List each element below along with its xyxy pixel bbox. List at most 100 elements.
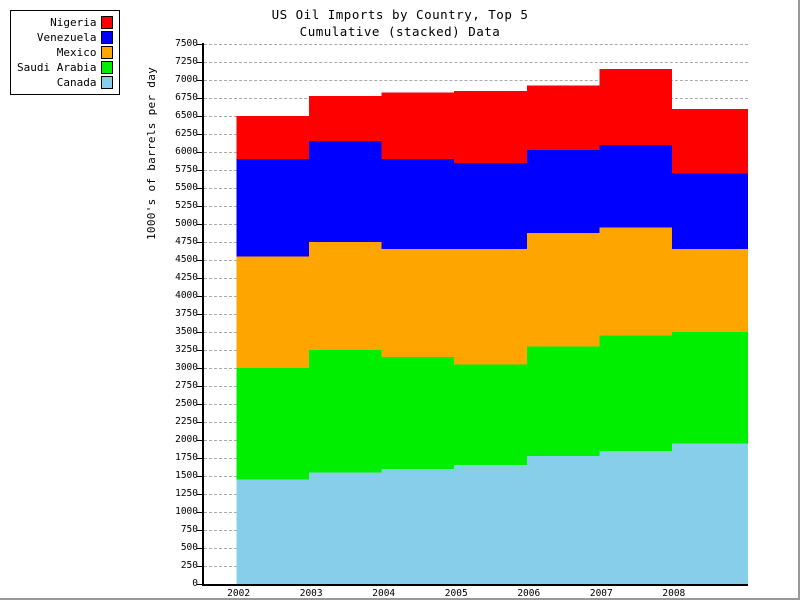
y-axis-tick-mark bbox=[197, 548, 204, 549]
chart-subtitle: Cumulative (stacked) Data bbox=[299, 24, 501, 39]
y-axis-tick-mark bbox=[197, 368, 204, 369]
legend-swatch-canada bbox=[101, 76, 114, 89]
legend-item: Nigeria bbox=[17, 15, 114, 30]
y-axis-tick-label: 1750 bbox=[175, 452, 198, 463]
y-axis-tick-label: 4000 bbox=[175, 290, 198, 301]
x-axis-tick-label: 2008 bbox=[662, 588, 686, 599]
y-axis-tick-mark bbox=[197, 494, 204, 495]
gridline bbox=[204, 44, 748, 45]
y-axis-tick-label: 3750 bbox=[175, 308, 198, 319]
y-axis-tick-mark bbox=[197, 44, 204, 45]
y-axis-tick-label: 2250 bbox=[175, 416, 198, 427]
y-axis-tick-label: 5000 bbox=[175, 218, 198, 229]
y-axis-tick-mark bbox=[197, 332, 204, 333]
legend-item: Venezuela bbox=[17, 30, 114, 45]
y-axis-tick-mark bbox=[197, 296, 204, 297]
y-axis-tick-mark bbox=[197, 314, 204, 315]
y-axis-tick-mark bbox=[197, 440, 204, 441]
y-axis-tick-mark bbox=[197, 422, 204, 423]
y-axis-tick-label: 2750 bbox=[175, 380, 198, 391]
legend-swatch-nigeria bbox=[101, 16, 114, 29]
y-axis-tick-label: 750 bbox=[180, 524, 198, 535]
y-axis-tick-mark bbox=[197, 116, 204, 117]
y-axis-tick-labels: 7500 7250 7000 6750 6500 6250 6000 5750 5500 5250… bbox=[160, 0, 198, 600]
legend-label: Venezuela bbox=[36, 31, 97, 44]
y-axis-tick-label: 4500 bbox=[175, 254, 198, 265]
y-axis-tick-label: 5250 bbox=[175, 200, 198, 211]
y-axis-tick-label: 7250 bbox=[175, 56, 198, 67]
series-area-venezuela bbox=[236, 141, 748, 257]
y-axis-tick-mark bbox=[197, 80, 204, 81]
y-axis-tick-label: 4250 bbox=[175, 272, 198, 283]
y-axis-tick-mark bbox=[197, 206, 204, 207]
y-axis-tick-mark bbox=[197, 224, 204, 225]
gridline bbox=[204, 62, 748, 63]
legend-label: Canada bbox=[56, 76, 97, 89]
legend-item: Saudi Arabia bbox=[17, 60, 114, 75]
y-axis-tick-label: 250 bbox=[180, 560, 198, 571]
y-axis-tick-mark bbox=[197, 170, 204, 171]
legend-swatch-venezuela bbox=[101, 31, 114, 44]
y-axis-tick-mark bbox=[197, 512, 204, 513]
y-axis-tick-mark bbox=[197, 62, 204, 63]
chart-legend: Nigeria Venezuela Mexico Saudi Arabia Ca… bbox=[10, 10, 121, 95]
y-axis-tick-label: 4750 bbox=[175, 236, 198, 247]
x-axis-tick-label: 2003 bbox=[299, 588, 323, 599]
legend-item: Canada bbox=[17, 75, 114, 90]
gridline bbox=[204, 80, 748, 81]
series-area-nigeria bbox=[236, 69, 748, 174]
legend-swatch-saudi-arabia bbox=[101, 61, 114, 74]
y-axis-tick-label: 7500 bbox=[175, 38, 198, 49]
y-axis-tick-mark bbox=[197, 242, 204, 243]
y-axis-tick-mark bbox=[197, 188, 204, 189]
legend-label: Mexico bbox=[56, 46, 97, 59]
series-area-mexico bbox=[236, 227, 748, 368]
y-axis-tick-label: 3000 bbox=[175, 362, 198, 373]
y-axis-tick-mark bbox=[197, 584, 204, 585]
legend-item: Mexico bbox=[17, 45, 114, 60]
y-axis-tick-label: 2000 bbox=[175, 434, 198, 445]
legend-swatch-mexico bbox=[101, 46, 114, 59]
x-axis-tick-label: 2002 bbox=[227, 588, 251, 599]
x-axis-tick-label: 2006 bbox=[517, 588, 541, 599]
y-axis-tick-label: 6500 bbox=[175, 110, 198, 121]
y-axis-line bbox=[202, 43, 204, 585]
chart-title: US Oil Imports by Country, Top 5 bbox=[271, 7, 529, 22]
y-axis-tick-mark bbox=[197, 404, 204, 405]
y-axis-tick-label: 5750 bbox=[175, 164, 198, 175]
y-axis-tick-label: 1000 bbox=[175, 506, 198, 517]
series-area-saudi-arabia bbox=[236, 332, 748, 480]
title-block: US Oil Imports by Country, Top 5 Cumulat… bbox=[0, 6, 800, 40]
y-axis-tick-label: 0 bbox=[192, 578, 198, 589]
series-area-canada bbox=[236, 443, 748, 584]
y-axis-tick-mark bbox=[197, 476, 204, 477]
y-axis-tick-label: 6750 bbox=[175, 92, 198, 103]
y-axis-tick-mark bbox=[197, 458, 204, 459]
y-axis-tick-mark bbox=[197, 386, 204, 387]
y-axis-tick-label: 3500 bbox=[175, 326, 198, 337]
y-axis-tick-label: 2500 bbox=[175, 398, 198, 409]
x-axis-tick-label: 2004 bbox=[372, 588, 396, 599]
y-axis-tick-label: 1250 bbox=[175, 488, 198, 499]
y-axis-tick-mark bbox=[197, 260, 204, 261]
y-axis-tick-mark bbox=[197, 134, 204, 135]
y-axis-tick-mark bbox=[197, 566, 204, 567]
y-axis-tick-mark bbox=[197, 152, 204, 153]
x-axis-line bbox=[202, 584, 748, 586]
legend-label: Nigeria bbox=[50, 16, 97, 29]
y-axis-tick-mark bbox=[197, 350, 204, 351]
y-axis-tick-label: 6250 bbox=[175, 128, 198, 139]
y-axis-tick-mark bbox=[197, 530, 204, 531]
x-axis-tick-label: 2005 bbox=[444, 588, 468, 599]
y-axis-tick-label: 1500 bbox=[175, 470, 198, 481]
x-axis-tick-label: 2007 bbox=[589, 588, 613, 599]
y-axis-tick-label: 5500 bbox=[175, 182, 198, 193]
y-axis-tick-mark bbox=[197, 278, 204, 279]
y-axis-tick-label: 6000 bbox=[175, 146, 198, 157]
y-axis-tick-mark bbox=[197, 98, 204, 99]
y-axis-tick-label: 500 bbox=[180, 542, 198, 553]
legend-label: Saudi Arabia bbox=[17, 61, 97, 74]
